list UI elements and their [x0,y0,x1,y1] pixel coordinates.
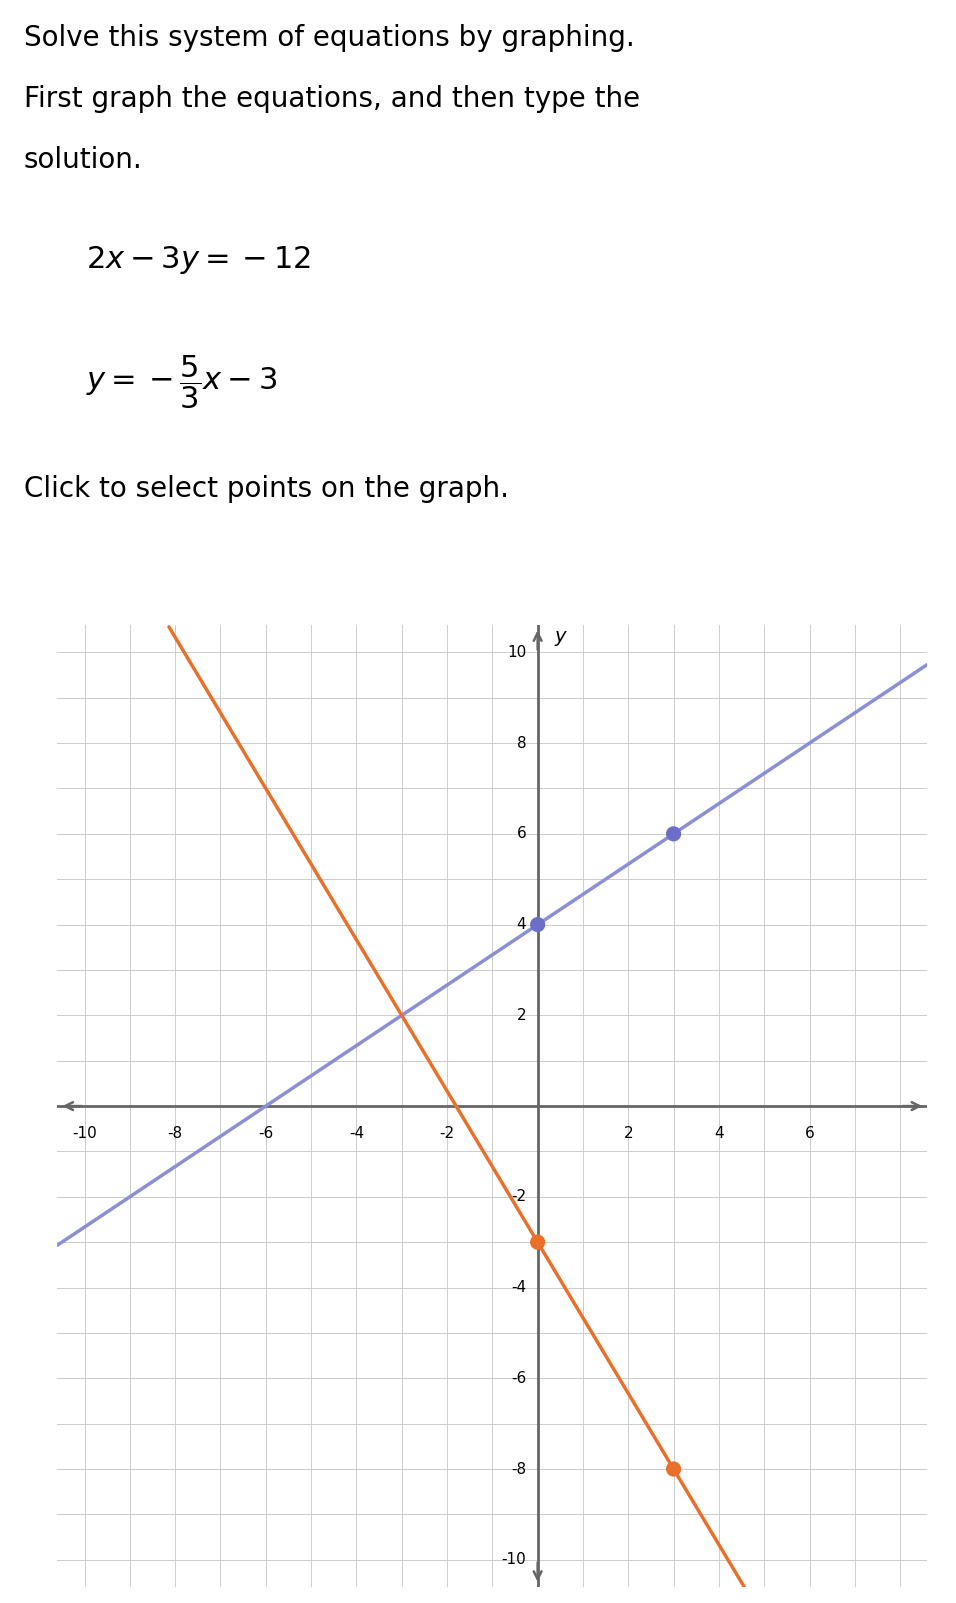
Text: Click to select points on the graph.: Click to select points on the graph. [24,474,509,503]
Text: -10: -10 [72,1127,97,1141]
Text: $2x - 3y = -12$: $2x - 3y = -12$ [86,244,311,276]
Text: solution.: solution. [24,146,142,175]
Point [530,912,545,938]
Text: $y = -\dfrac{5}{3}x - 3$: $y = -\dfrac{5}{3}x - 3$ [86,353,277,410]
Point [666,1456,682,1481]
Text: 6: 6 [516,827,527,842]
Text: 10: 10 [507,644,527,660]
Text: -8: -8 [167,1127,183,1141]
Text: Solve this system of equations by graphing.: Solve this system of equations by graphi… [24,24,635,53]
Text: -6: -6 [511,1371,527,1385]
Text: -8: -8 [511,1462,527,1476]
Text: $y$: $y$ [554,630,568,648]
Text: 4: 4 [714,1127,724,1141]
Text: -4: -4 [511,1281,527,1295]
Point [530,1230,545,1255]
Text: 2: 2 [623,1127,633,1141]
Text: -10: -10 [502,1552,527,1568]
Text: First graph the equations, and then type the: First graph the equations, and then type… [24,85,640,114]
Text: -2: -2 [511,1189,527,1204]
Text: -2: -2 [440,1127,455,1141]
Text: 6: 6 [805,1127,815,1141]
Point [666,821,682,846]
Text: 8: 8 [516,736,527,750]
Text: -4: -4 [349,1127,364,1141]
Text: 2: 2 [516,1008,527,1023]
Text: 4: 4 [516,917,527,931]
Text: -6: -6 [258,1127,273,1141]
